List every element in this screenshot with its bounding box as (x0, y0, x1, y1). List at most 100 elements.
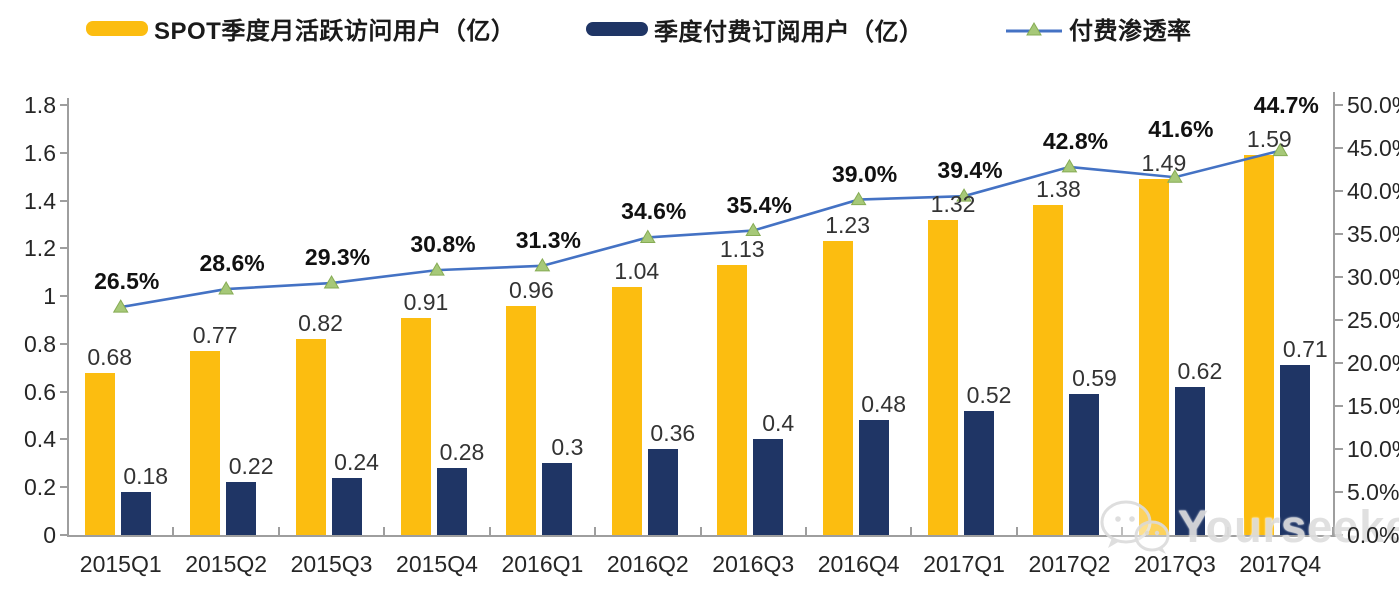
x-axis-tick (699, 527, 702, 535)
wechat-icon (1098, 498, 1170, 556)
watermark: Yourseeker (1098, 498, 1399, 556)
penetration-percent-label: 34.6% (621, 198, 687, 225)
legend-item-mau: SPOT季度月活跃访问用户（亿） (86, 13, 516, 45)
penetration-percent-label: 29.3% (304, 244, 371, 271)
subs-value-label: 0.22 (228, 453, 274, 480)
mau-bar (1244, 155, 1275, 535)
penetration-percent-label: 44.7% (1253, 92, 1319, 119)
left-axis-tick (60, 342, 68, 345)
subs-value-label: 0.62 (1177, 357, 1223, 384)
penetration-percent-label: 41.6% (1148, 116, 1214, 143)
x-axis-tick (910, 527, 913, 535)
subs-value-label: 0.71 (1282, 336, 1328, 363)
subs-bar (753, 439, 784, 535)
x-axis-tick (804, 527, 807, 535)
mau-value-label: 1.32 (930, 190, 976, 217)
mau-value-label: 1.38 (1036, 176, 1081, 203)
left-axis-tick-label: 0.2 (24, 474, 56, 501)
x-axis-tick (67, 527, 69, 535)
penetration-percent-label: 39.4% (937, 157, 1003, 184)
left-axis-tick (60, 199, 68, 202)
legend-label-subs: 季度付费订阅用户（亿） (654, 18, 924, 46)
mau-value-label: 1.13 (719, 236, 765, 263)
x-axis-tick (383, 527, 386, 535)
right-axis-tick (1335, 534, 1343, 536)
right-axis-tick-label: 45.0% (1347, 135, 1399, 161)
mau-value-label: 1.23 (825, 212, 871, 239)
mau-series-swatch (86, 20, 148, 36)
right-axis-tick (1335, 276, 1343, 278)
right-axis-tick (1335, 147, 1343, 149)
penetration-marker-icon (218, 281, 234, 295)
subs-bar (964, 410, 995, 535)
mau-value-label: 0.68 (87, 343, 133, 370)
subs-value-label: 0.52 (966, 381, 1012, 408)
right-axis-tick (1335, 405, 1343, 407)
x-axis-label: 2015Q4 (396, 551, 478, 577)
subs-value-label: 0.18 (123, 463, 169, 489)
subs-value-label: 0.4 (762, 410, 795, 437)
x-axis-tick (1226, 527, 1229, 535)
left-axis-tick-label: 1 (43, 283, 56, 310)
legend-label-penetration: 付费渗透率 (1069, 17, 1192, 45)
subs-bar (647, 449, 678, 535)
x-axis-label: 2017Q2 (1028, 551, 1111, 577)
penetration-marker-icon (1061, 158, 1078, 173)
x-axis-line (67, 535, 1340, 537)
right-axis-tick-label: 15.0% (1347, 393, 1399, 419)
legend-label-mau: SPOT季度月活跃访问用户（亿） (154, 17, 516, 45)
penetration-percent-label: 28.6% (199, 250, 265, 277)
mau-bar (506, 305, 537, 535)
left-axis-tick-label: 0.4 (24, 426, 56, 453)
penetration-marker-icon (639, 229, 656, 243)
penetration-percent-label: 35.4% (726, 191, 792, 218)
x-axis-label: 2015Q1 (79, 551, 162, 577)
subs-value-label: 0.59 (1072, 365, 1117, 392)
right-axis-tick (1335, 448, 1343, 450)
left-axis-tick (60, 486, 68, 489)
watermark-text: Yourseeker (1178, 501, 1399, 552)
mau-value-label: 1.04 (614, 257, 660, 284)
right-axis-tick-label: 50.0% (1347, 92, 1399, 118)
left-axis-line (67, 98, 69, 535)
penetration-marker-icon (850, 191, 867, 206)
subs-bar (436, 468, 467, 535)
mau-value-label: 0.91 (403, 288, 449, 315)
legend-item-penetration: 付费渗透率 (1005, 13, 1192, 45)
subs-bar (331, 477, 362, 535)
left-axis-tick (60, 247, 68, 250)
x-axis-tick (488, 527, 491, 535)
mau-bar (1033, 205, 1064, 535)
x-axis-label: 2017Q4 (1239, 551, 1322, 577)
right-axis-tick (1335, 190, 1343, 192)
left-axis-tick-label: 0.6 (24, 378, 56, 405)
penetration-marker-icon (112, 299, 129, 313)
line-triangle-marker-icon (1005, 14, 1063, 42)
left-axis-tick-label: 1.2 (24, 235, 56, 262)
x-axis-label: 2016Q1 (501, 551, 584, 577)
right-axis-tick-label: 40.0% (1347, 178, 1399, 204)
x-axis-label: 2017Q1 (923, 551, 1005, 577)
left-axis-tick-label: 1.4 (24, 187, 56, 214)
right-axis-tick-label: 30.0% (1347, 264, 1399, 290)
x-axis-tick (172, 527, 175, 535)
mau-value-label: 0.96 (508, 276, 554, 303)
x-axis-label: 2016Q2 (606, 551, 689, 577)
penetration-percent-label: 42.8% (1042, 127, 1109, 154)
mau-bar (190, 351, 221, 535)
penetration-line-path (120, 149, 1281, 309)
mau-bar (717, 265, 748, 535)
x-axis-tick (594, 527, 597, 535)
subs-value-label: 0.28 (439, 439, 485, 466)
right-axis-tick (1335, 104, 1343, 106)
mau-bar (822, 241, 853, 535)
mau-bar (84, 372, 115, 535)
x-axis-label: 2017Q3 (1133, 551, 1216, 577)
left-axis-tick (60, 104, 68, 106)
subs-bar (858, 420, 889, 535)
right-axis-tick (1335, 491, 1343, 493)
mau-bar (611, 286, 642, 535)
left-axis-tick-label: 0.8 (24, 330, 56, 357)
subs-value-label: 0.48 (861, 391, 907, 418)
